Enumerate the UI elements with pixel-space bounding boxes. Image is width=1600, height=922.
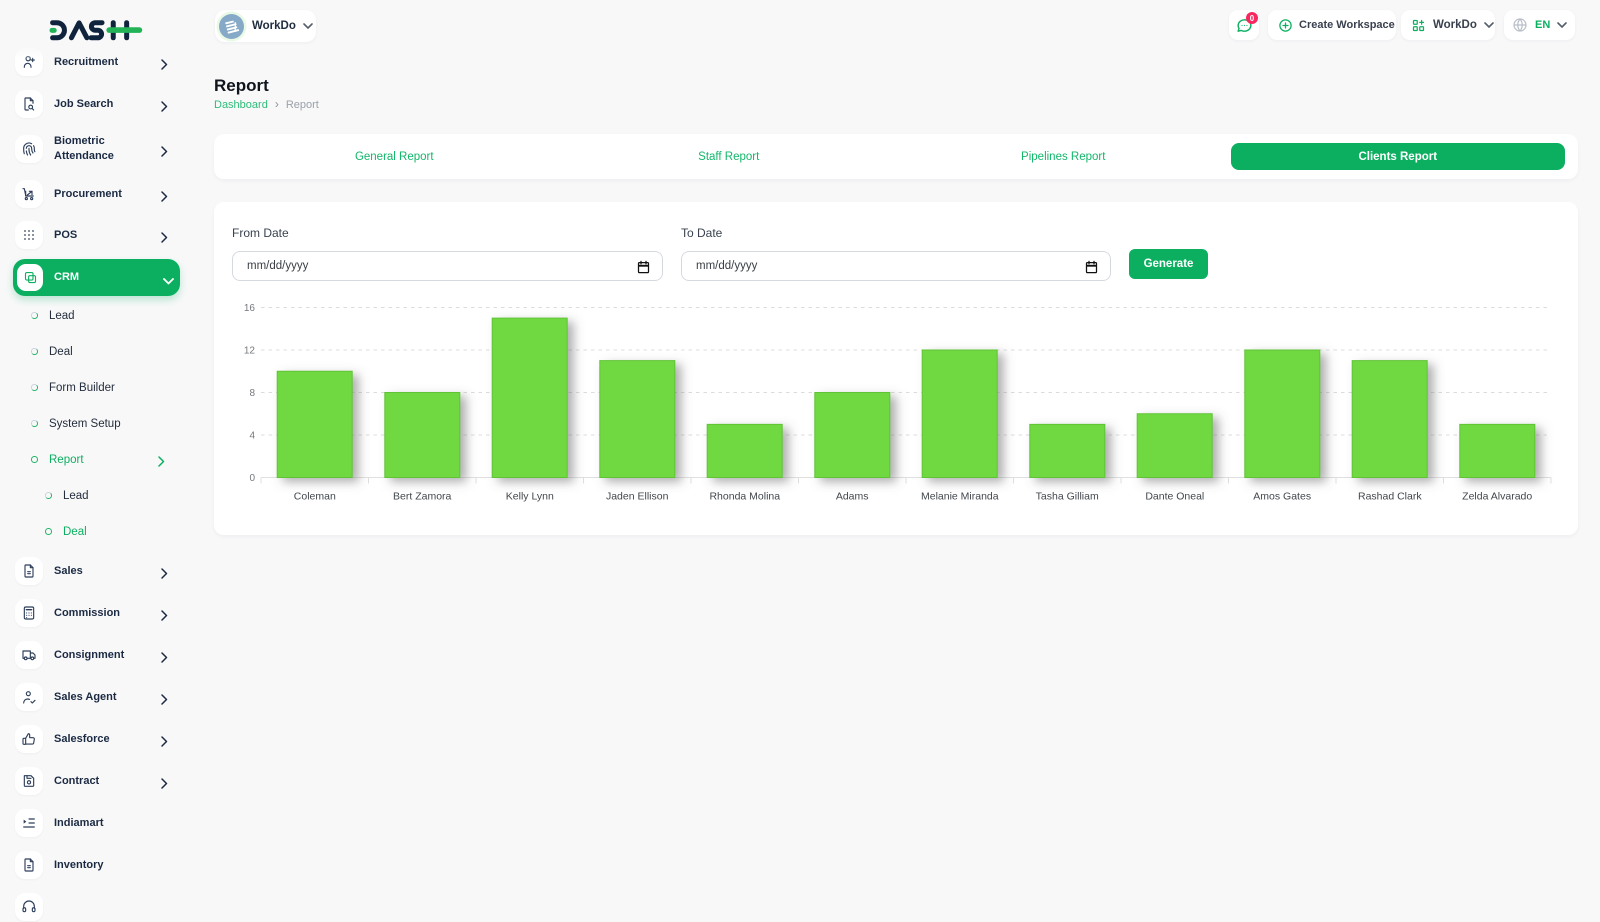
svg-text:Adams: Adams	[836, 491, 869, 503]
svg-text:Jaden Ellison: Jaden Ellison	[606, 491, 669, 503]
svg-text:Amos Gates: Amos Gates	[1253, 491, 1311, 503]
svg-text:8: 8	[249, 388, 255, 399]
svg-text:Dante Oneal: Dante Oneal	[1145, 491, 1204, 503]
svg-text:Coleman: Coleman	[294, 491, 336, 503]
svg-text:Kelly Lynn: Kelly Lynn	[506, 491, 554, 503]
svg-text:4: 4	[249, 431, 255, 442]
svg-text:Rhonda Molina: Rhonda Molina	[709, 491, 780, 503]
svg-text:Bert Zamora: Bert Zamora	[393, 491, 452, 503]
svg-text:0: 0	[249, 473, 255, 484]
svg-text:Zelda Alvarado: Zelda Alvarado	[1462, 491, 1532, 503]
svg-text:Melanie Miranda: Melanie Miranda	[921, 491, 999, 503]
svg-text:16: 16	[244, 303, 256, 314]
svg-text:Tasha Gilliam: Tasha Gilliam	[1036, 491, 1099, 503]
svg-text:12: 12	[244, 346, 256, 357]
svg-text:Rashad Clark: Rashad Clark	[1358, 491, 1422, 503]
